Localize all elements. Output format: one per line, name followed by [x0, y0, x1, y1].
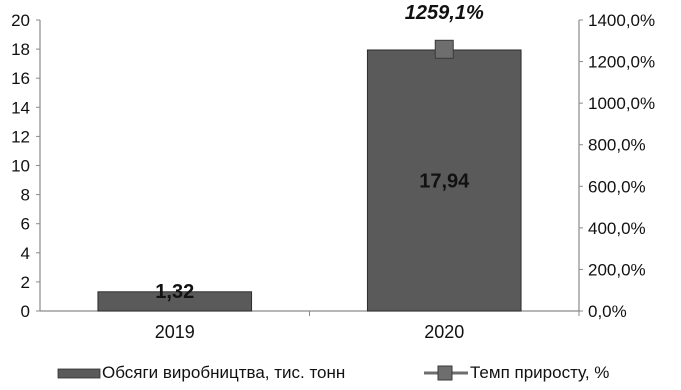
left-tick-label: 18: [11, 40, 30, 59]
legend-line-label: Темп приросту, %: [470, 363, 609, 382]
legend: Обсяги виробництва, тис. тонн Темп прирос…: [57, 363, 609, 382]
bar: [366, 49, 522, 312]
right-tick-label: 400,0%: [588, 219, 646, 238]
right-tick-label: 1000,0%: [588, 94, 655, 113]
bar-series: 1,32 17,94: [97, 49, 522, 312]
right-tick-label: 600,0%: [588, 177, 646, 196]
left-tick-label: 0: [21, 302, 30, 321]
right-tick-label: 800,0%: [588, 136, 646, 155]
x-tick-label: 2019: [155, 322, 195, 342]
right-tick-label: 200,0%: [588, 260, 646, 279]
right-tick-label: 0,0%: [588, 302, 627, 321]
left-tick-label: 4: [21, 244, 30, 263]
left-tick-label: 16: [11, 69, 30, 88]
bar-data-label: 17,94: [419, 170, 470, 192]
bar-data-label: 1,32: [155, 281, 194, 303]
left-tick-label: 12: [11, 127, 30, 146]
left-tick-label: 8: [21, 186, 30, 205]
line-marker: [434, 39, 454, 59]
legend-bar-label: Обсяги виробництва, тис. тонн: [102, 363, 345, 382]
left-tick-label: 6: [21, 215, 30, 234]
axes: 024681012141618200,0%200,0%400,0%600,0%8…: [11, 11, 655, 342]
x-tick-label: 2020: [424, 322, 464, 342]
left-tick-label: 2: [21, 273, 30, 292]
right-tick-label: 1200,0%: [588, 53, 655, 72]
left-tick-label: 20: [11, 11, 30, 30]
bar: [97, 291, 253, 312]
marker-data-label: 1259,1%: [405, 2, 484, 24]
legend-marker-swatch: [437, 365, 453, 381]
left-tick-label: 14: [11, 98, 30, 117]
marker-series: 1259,1%: [405, 2, 484, 59]
left-tick-label: 10: [11, 157, 30, 176]
right-tick-label: 1400,0%: [588, 11, 655, 30]
legend-bar-swatch: [57, 368, 101, 379]
